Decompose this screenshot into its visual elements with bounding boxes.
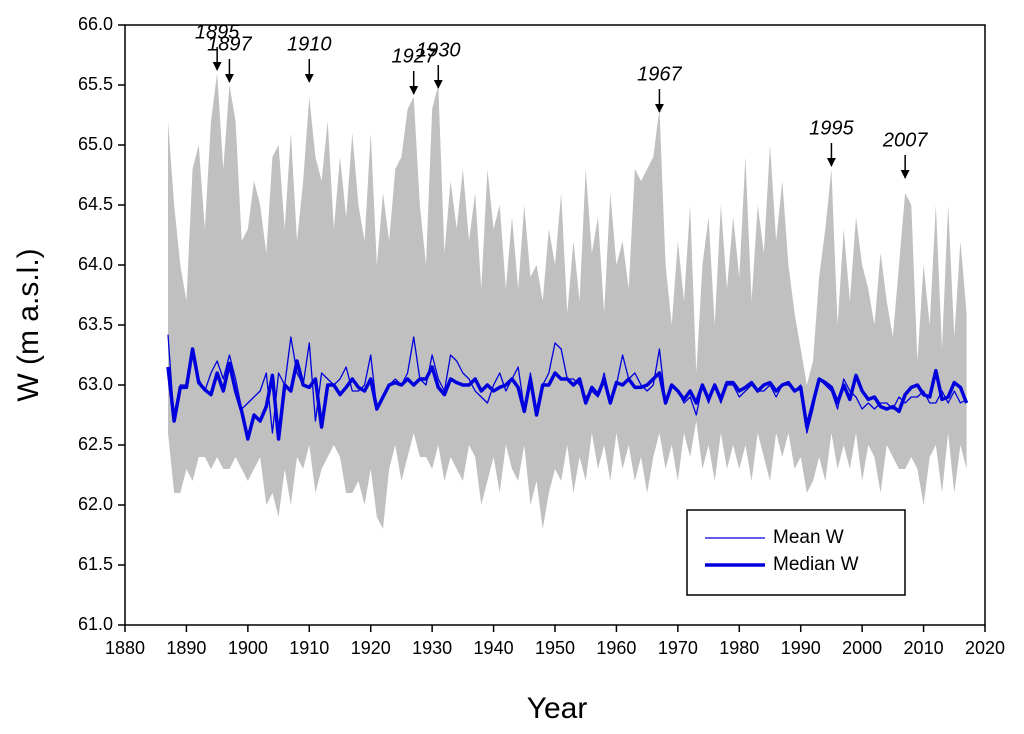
annotation-label: 1895 — [195, 21, 240, 43]
legend-label: Median W — [773, 554, 859, 575]
y-tick-label: 65.5 — [78, 74, 113, 94]
y-tick-label: 65.0 — [78, 134, 113, 154]
annotation-label: 2007 — [882, 129, 928, 151]
y-tick-label: 61.5 — [78, 554, 113, 574]
x-tick-label: 1880 — [105, 638, 145, 658]
x-tick-label: 1980 — [719, 638, 759, 658]
annotation-label: 1967 — [637, 63, 682, 85]
y-tick-label: 64.5 — [78, 194, 113, 214]
y-tick-label: 62.5 — [78, 434, 113, 454]
annotation-label: 1995 — [809, 117, 854, 139]
x-tick-label: 1960 — [596, 638, 636, 658]
x-tick-label: 1990 — [781, 638, 821, 658]
x-tick-label: 1920 — [351, 638, 391, 658]
y-tick-label: 64.0 — [78, 254, 113, 274]
x-tick-label: 2000 — [842, 638, 882, 658]
y-tick-label: 63.0 — [78, 374, 113, 394]
y-tick-label: 63.5 — [78, 314, 113, 334]
x-tick-label: 1930 — [412, 638, 452, 658]
annotation-label: 1927 — [391, 45, 436, 67]
x-tick-label: 2020 — [965, 638, 1005, 658]
x-tick-label: 1950 — [535, 638, 575, 658]
annotation-label: 1897 — [207, 33, 252, 55]
range-band — [168, 73, 967, 529]
x-tick-label: 1900 — [228, 638, 268, 658]
annotation-label: 1930 — [416, 39, 461, 61]
legend-box — [686, 509, 906, 596]
x-tick-label: 1970 — [658, 638, 698, 658]
x-tick-label: 1910 — [289, 638, 329, 658]
legend-label: Mean W — [773, 527, 844, 548]
x-tick-label: 1890 — [166, 638, 206, 658]
x-tick-label: 1940 — [474, 638, 514, 658]
series-line — [166, 347, 969, 441]
y-tick-label: 61.0 — [78, 614, 113, 634]
y-tick-label: 62.0 — [78, 494, 113, 514]
x-axis-title: Year — [527, 692, 588, 725]
y-axis-title: W (m a.s.l.) — [12, 248, 45, 401]
y-tick-label: 66.0 — [78, 14, 113, 34]
annotation-label: 1910 — [287, 33, 332, 55]
x-tick-label: 2010 — [904, 638, 944, 658]
